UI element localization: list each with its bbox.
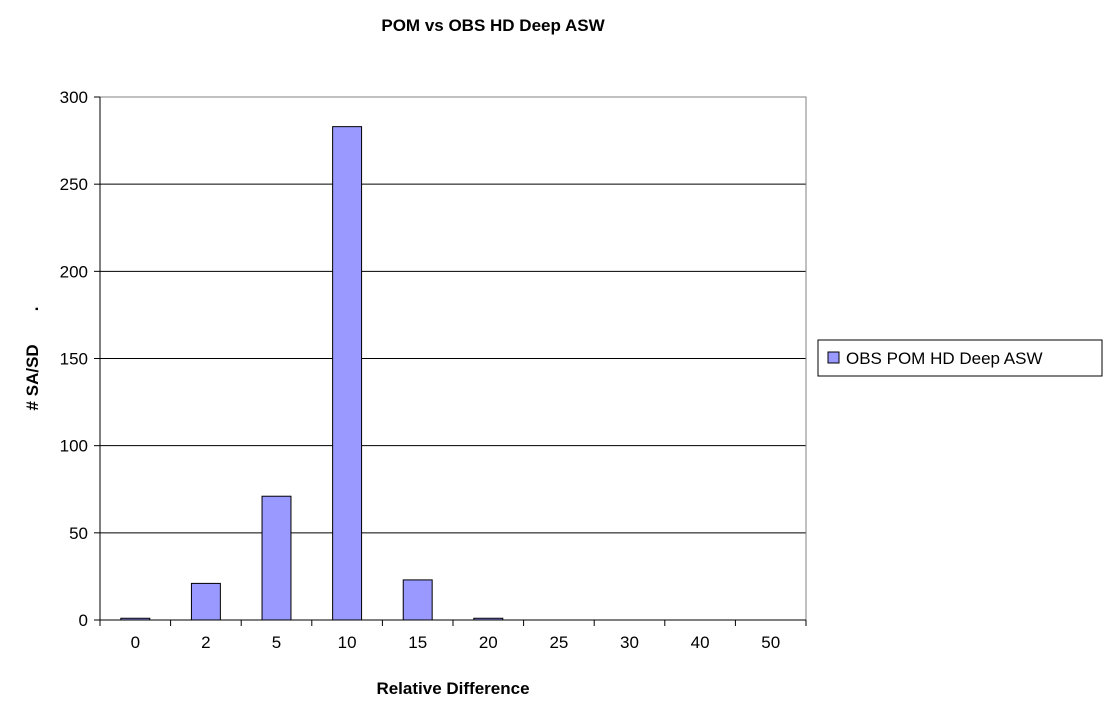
y-tick-label: 200	[60, 262, 88, 281]
bar-15	[402, 579, 433, 621]
y-tick-label: 100	[60, 437, 88, 456]
legend: OBS POM HD Deep ASW	[817, 339, 1103, 377]
legend-box	[817, 339, 1103, 377]
legend-label: OBS POM HD Deep ASW	[846, 349, 1043, 368]
y-tick-label: 50	[69, 524, 88, 543]
x-tick-label: 2	[201, 633, 210, 652]
chart-title: POM vs OBS HD Deep ASW	[381, 16, 605, 35]
y-tick-label: 150	[60, 350, 88, 369]
x-tick-label: 10	[338, 633, 357, 652]
x-axis-label: Relative Difference	[376, 679, 529, 698]
y-tick-label: 300	[60, 88, 88, 107]
bar-5	[261, 495, 292, 621]
bar-20	[473, 617, 504, 621]
x-tick-label: 30	[620, 633, 639, 652]
x-tick-label: 15	[408, 633, 427, 652]
x-tick-label: 0	[131, 633, 140, 652]
bar-2	[190, 582, 221, 621]
x-tick-label: 25	[549, 633, 568, 652]
bar-0	[120, 617, 151, 621]
y-axis-label: # SA/SD .	[23, 307, 42, 411]
x-tick-label: 5	[272, 633, 281, 652]
x-tick-label: 40	[691, 633, 710, 652]
legend-swatch	[827, 351, 840, 364]
y-tick-label: 0	[79, 611, 88, 630]
bar-10	[332, 126, 363, 621]
y-tick-label: 250	[60, 175, 88, 194]
x-tick-label: 20	[479, 633, 498, 652]
x-tick-label: 50	[761, 633, 780, 652]
